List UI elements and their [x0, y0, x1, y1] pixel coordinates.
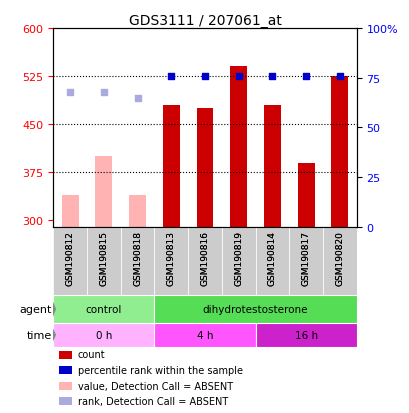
Text: 4 h: 4 h — [196, 330, 213, 340]
Text: 0 h: 0 h — [95, 330, 112, 340]
Text: GSM190813: GSM190813 — [166, 231, 175, 285]
Text: time: time — [26, 330, 52, 340]
Bar — [62, 195, 79, 227]
Bar — [59, 366, 71, 375]
Bar — [59, 382, 71, 390]
Bar — [263, 106, 280, 227]
Bar — [196, 109, 213, 227]
Point — [100, 89, 107, 96]
Text: GSM190812: GSM190812 — [65, 231, 74, 285]
Bar — [162, 106, 179, 227]
Polygon shape — [52, 328, 55, 342]
Point — [67, 89, 73, 96]
Text: GSM190815: GSM190815 — [99, 231, 108, 285]
Text: percentile rank within the sample: percentile rank within the sample — [77, 365, 242, 375]
Text: rank, Detection Call = ABSENT: rank, Detection Call = ABSENT — [77, 396, 227, 406]
Point — [268, 73, 275, 80]
Bar — [154, 323, 255, 347]
Bar — [255, 227, 289, 295]
Bar — [87, 227, 120, 295]
Bar — [53, 295, 154, 323]
Text: GSM190818: GSM190818 — [133, 231, 142, 285]
Point — [168, 73, 174, 80]
Polygon shape — [52, 301, 55, 318]
Point — [302, 73, 309, 80]
Text: GSM190816: GSM190816 — [200, 231, 209, 285]
Bar — [330, 77, 347, 227]
Bar — [53, 323, 154, 347]
Text: GSM190819: GSM190819 — [234, 231, 243, 285]
Bar — [154, 295, 356, 323]
Bar — [221, 227, 255, 295]
Text: count: count — [77, 350, 105, 360]
Bar — [120, 227, 154, 295]
Text: GSM190816: GSM190816 — [200, 231, 209, 285]
Point — [336, 73, 342, 80]
Bar — [95, 157, 112, 227]
Point — [134, 95, 141, 102]
Bar — [154, 227, 188, 295]
Bar — [59, 351, 71, 359]
Text: GSM190818: GSM190818 — [133, 231, 142, 285]
Text: GSM190817: GSM190817 — [301, 231, 310, 285]
Bar — [53, 227, 87, 295]
Text: dihydrotestosterone: dihydrotestosterone — [202, 304, 308, 314]
Text: GSM190820: GSM190820 — [335, 231, 344, 285]
Text: GSM190820: GSM190820 — [335, 231, 344, 285]
Text: 16 h: 16 h — [294, 330, 317, 340]
Point — [201, 73, 208, 80]
Bar — [289, 227, 322, 295]
Text: control: control — [85, 304, 122, 314]
Bar — [297, 163, 314, 227]
Bar — [129, 195, 146, 227]
Text: GSM190814: GSM190814 — [267, 231, 276, 285]
Text: GSM190817: GSM190817 — [301, 231, 310, 285]
Text: GSM190814: GSM190814 — [267, 231, 276, 285]
Text: GSM190813: GSM190813 — [166, 231, 175, 285]
Bar — [230, 67, 247, 227]
Text: value, Detection Call = ABSENT: value, Detection Call = ABSENT — [77, 381, 232, 391]
Title: GDS3111 / 207061_at: GDS3111 / 207061_at — [128, 14, 281, 28]
Bar — [59, 397, 71, 406]
Text: GSM190815: GSM190815 — [99, 231, 108, 285]
Bar — [188, 227, 221, 295]
Bar — [255, 323, 356, 347]
Point — [235, 73, 241, 80]
Bar — [322, 227, 356, 295]
Text: GSM190812: GSM190812 — [65, 231, 74, 285]
Text: GSM190819: GSM190819 — [234, 231, 243, 285]
Text: agent: agent — [19, 304, 52, 314]
